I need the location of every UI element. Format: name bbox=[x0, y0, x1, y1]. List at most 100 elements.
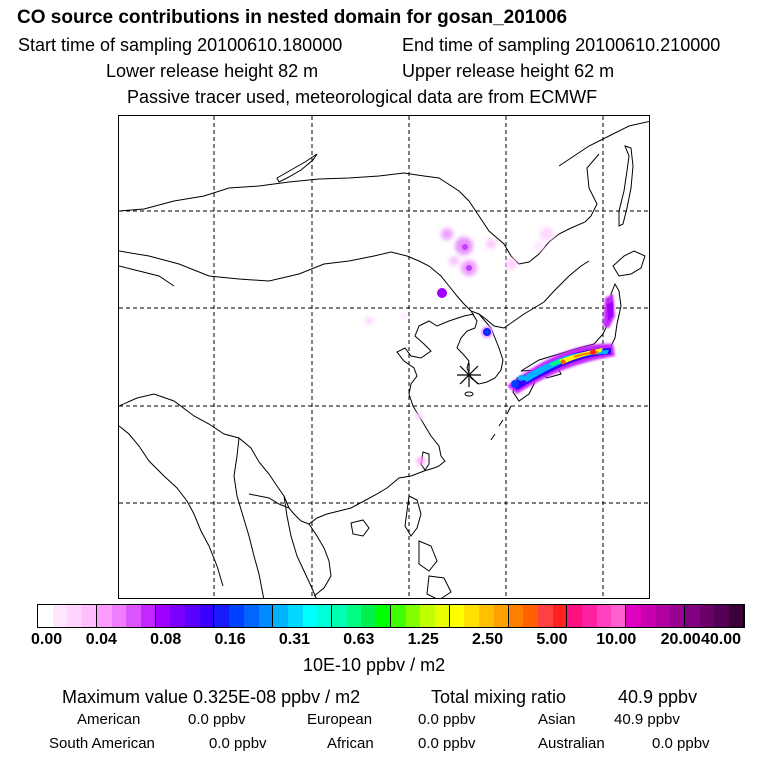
colorbar-swatch bbox=[376, 605, 391, 627]
colorbar-tick-label: 0.04 bbox=[85, 631, 117, 648]
plume-core bbox=[462, 244, 468, 250]
colorbar bbox=[37, 604, 745, 628]
japan-plume-peak bbox=[560, 359, 566, 365]
lower-release-height: Lower release height 82 m bbox=[106, 61, 319, 81]
region-value: 40.9 ppbv bbox=[614, 711, 680, 728]
colorbar-swatch bbox=[243, 605, 259, 627]
colorbar-swatch bbox=[729, 605, 744, 627]
colorbar-tick-label: 0.08 bbox=[150, 631, 182, 648]
colorbar-swatch bbox=[449, 605, 465, 627]
india-coast bbox=[119, 425, 224, 587]
colorbar-swatch bbox=[96, 605, 112, 627]
colorbar-tick-label: 5.00 bbox=[536, 631, 568, 648]
vietnam-coast bbox=[308, 523, 332, 597]
colorbar-swatch bbox=[140, 605, 156, 627]
upper-release-height: Upper release height 62 m bbox=[402, 61, 615, 81]
colorbar-swatch bbox=[302, 605, 318, 627]
colorbar-tick-label: 1.25 bbox=[407, 631, 439, 648]
plume-core bbox=[437, 288, 447, 298]
map-canvas bbox=[119, 116, 649, 598]
plume-core bbox=[466, 265, 472, 271]
colorbar-swatch bbox=[258, 605, 274, 627]
colorbar-swatch bbox=[537, 605, 553, 627]
colorbar-swatch bbox=[38, 605, 53, 627]
philippines-mindanao bbox=[426, 575, 452, 598]
myanmar-border bbox=[233, 437, 265, 598]
colorbar-swatch bbox=[126, 605, 141, 627]
colorbar-swatch bbox=[479, 605, 494, 627]
lat-lon-grid bbox=[119, 116, 649, 598]
colorbar-swatch bbox=[185, 605, 200, 627]
china-korea-border bbox=[448, 260, 590, 329]
colorbar-swatch bbox=[596, 605, 612, 627]
korean-peninsula bbox=[456, 310, 504, 385]
receptor-asterisk-icon bbox=[457, 363, 481, 387]
colorbar-swatch bbox=[582, 605, 597, 627]
end-time: End time of sampling 20100610.210000 bbox=[402, 35, 721, 55]
region-name: Australian bbox=[538, 735, 605, 752]
colorbar-swatch bbox=[640, 605, 656, 627]
philippines-islands bbox=[418, 540, 438, 572]
colorbar-swatch bbox=[626, 605, 641, 627]
mongolia-south-border bbox=[119, 250, 450, 287]
region-name: Asian bbox=[538, 711, 576, 728]
region-name: American bbox=[77, 711, 141, 728]
colorbar-swatch bbox=[111, 605, 127, 627]
colorbar-tick-label: 2.50 bbox=[471, 631, 504, 648]
hainan-island bbox=[350, 519, 370, 537]
japan-plume bbox=[507, 294, 615, 394]
colorbar-swatch bbox=[493, 605, 509, 627]
south-china-coast bbox=[248, 467, 435, 525]
mongolia-north-border bbox=[119, 153, 600, 265]
southwest-border bbox=[119, 393, 290, 509]
colorbar-tick-label: 10.00 bbox=[596, 631, 637, 648]
colorbar-swatch bbox=[508, 605, 524, 627]
tracer-note: Passive tracer used, meteorological data… bbox=[127, 87, 598, 107]
plot-title: CO source contributions in nested domain… bbox=[17, 7, 568, 28]
china-east-coast bbox=[396, 313, 475, 469]
colorbar-swatch bbox=[684, 605, 700, 627]
colorbar-swatch bbox=[420, 605, 435, 627]
japan-hokkaido bbox=[612, 250, 646, 277]
colorbar-tick-label: 0.63 bbox=[343, 631, 375, 648]
northeast-china-plume bbox=[365, 227, 554, 465]
colorbar-swatch bbox=[287, 605, 303, 627]
region-value: 0.0 ppbv bbox=[188, 711, 246, 728]
colorbar-swatch bbox=[405, 605, 421, 627]
colorbar-swatch bbox=[714, 605, 730, 627]
colorbar-swatch bbox=[670, 605, 685, 627]
colorbar-swatch bbox=[82, 605, 97, 627]
start-time: Start time of sampling 20100610.180000 bbox=[18, 35, 343, 55]
lake-baikal bbox=[276, 153, 318, 183]
region-name: South American bbox=[49, 735, 155, 752]
colorbar-swatch bbox=[361, 605, 377, 627]
colorbar-swatch bbox=[567, 605, 583, 627]
kyushu-plume bbox=[511, 380, 519, 388]
contribution-field bbox=[365, 227, 615, 465]
max-value: Maximum value 0.325E-08 ppbv / m2 bbox=[62, 687, 361, 707]
colorbar-swatch bbox=[214, 605, 230, 627]
japan-plume-peak bbox=[590, 349, 596, 355]
colorbar-swatch bbox=[655, 605, 671, 627]
region-name: African bbox=[327, 735, 374, 752]
colorbar-swatch bbox=[699, 605, 715, 627]
colorbar-swatch bbox=[199, 605, 215, 627]
colorbar-unit: 10E-10 ppbv / m2 bbox=[303, 655, 446, 675]
colorbar-swatch bbox=[67, 605, 83, 627]
kazakhstan-border bbox=[119, 265, 175, 287]
total-mixing-value: 40.9 ppbv bbox=[618, 687, 698, 707]
colorbar-tick-label: 40.00 bbox=[701, 631, 742, 648]
philippines-luzon bbox=[404, 495, 422, 537]
colorbar-tick-label: 0.16 bbox=[214, 631, 246, 648]
region-name: European bbox=[307, 711, 373, 728]
colorbar-swatch bbox=[611, 605, 627, 627]
colorbar-tick-label: 0.00 bbox=[31, 631, 63, 648]
region-value: 0.0 ppbv bbox=[418, 735, 476, 752]
sakhalin-island bbox=[618, 145, 634, 227]
colorbar-swatch bbox=[346, 605, 362, 627]
ryukyu-islands bbox=[490, 405, 512, 441]
region-value: 0.0 ppbv bbox=[418, 711, 476, 728]
map-frame[interactable] bbox=[118, 115, 650, 599]
colorbar-swatch bbox=[273, 605, 288, 627]
colorbar-swatch bbox=[390, 605, 406, 627]
